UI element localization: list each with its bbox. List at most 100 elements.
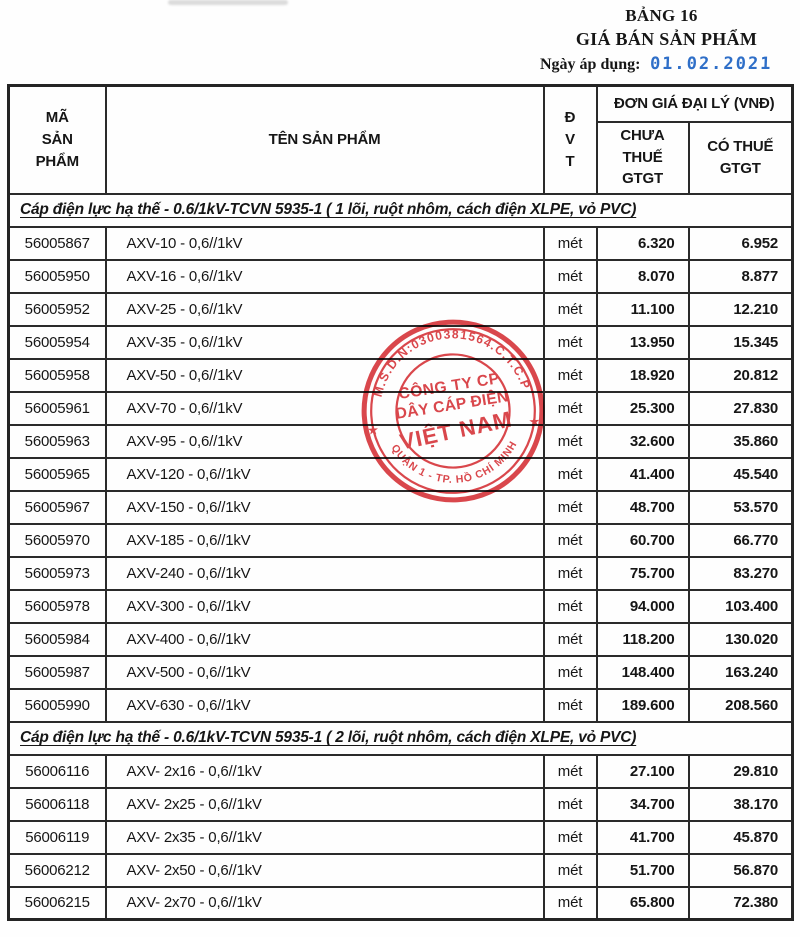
cell-name: AXV-300 - 0,6//1kV [104, 588, 545, 624]
table-row: 56005961 AXV-70 - 0,6//1kV mét 25.300 27.830 [7, 390, 794, 426]
cell-price-ex: 34.700 [595, 786, 690, 822]
cell-name: AXV-120 - 0,6//1kV [104, 456, 545, 492]
table-row: 56005973 AXV-240 - 0,6//1kV mét 75.700 83.27… [7, 555, 794, 591]
cell-code: 56005990 [7, 687, 107, 723]
cell-price-ex: 94.000 [595, 588, 690, 624]
cell-code: 56005973 [7, 555, 107, 591]
cell-price-ex: 48.700 [595, 489, 690, 525]
cell-code: 56005963 [7, 423, 107, 459]
col-header-line: GTGT [719, 159, 761, 177]
table-row: 56005990 AXV-630 - 0,6//1kV mét 189.600 208.… [7, 687, 794, 723]
cell-price-inc: 83.270 [687, 555, 794, 591]
col-header-product-name: TÊN SẢN PHẨM [104, 84, 545, 195]
cell-name: AXV- 2x70 - 0,6//1kV [104, 885, 545, 921]
cell-unit: mét [542, 555, 598, 591]
cell-price-inc: 103.400 [687, 588, 794, 624]
cell-price-inc: 27.830 [687, 390, 794, 426]
cell-unit: mét [542, 324, 598, 360]
table-row: 56005987 AXV-500 - 0,6//1kV mét 148.400 163.… [7, 654, 794, 690]
cell-price-inc: 35.860 [687, 423, 794, 459]
cell-code: 56006116 [7, 753, 107, 789]
col-header-line: Đ [564, 109, 576, 127]
cell-code: 56006119 [7, 819, 107, 855]
cell-name: AXV-630 - 0,6//1kV [104, 687, 545, 723]
cell-price-ex: 27.100 [595, 753, 690, 789]
cell-name: AXV-25 - 0,6//1kV [104, 291, 545, 327]
col-header-product-code: MÃ SẢN PHẨM [7, 84, 107, 195]
cell-price-ex: 65.800 [595, 885, 690, 921]
cell-code: 56005987 [7, 654, 107, 690]
cell-price-ex: 51.700 [595, 852, 690, 888]
cell-price-ex: 41.400 [595, 456, 690, 492]
cell-name: AXV- 2x50 - 0,6//1kV [104, 852, 545, 888]
cell-price-ex: 118.200 [595, 621, 690, 657]
cell-name: AXV-500 - 0,6//1kV [104, 654, 545, 690]
cell-name: AXV-240 - 0,6//1kV [104, 555, 545, 591]
date-stamp: 01.02.2021 [650, 54, 774, 74]
cell-name: AXV-185 - 0,6//1kV [104, 522, 545, 558]
cell-unit: mét [542, 753, 598, 789]
table-row: 56006215 AXV- 2x70 - 0,6//1kV mét 65.800 72.… [7, 885, 794, 921]
cell-price-ex: 32.600 [595, 423, 690, 459]
cell-name: AXV-400 - 0,6//1kV [104, 621, 545, 657]
cell-price-ex: 148.400 [595, 654, 690, 690]
table-row: 56005954 AXV-35 - 0,6//1kV mét 13.950 15.345 [7, 324, 794, 360]
cell-code: 56005950 [7, 258, 107, 294]
section-title: Cáp điện lực hạ thế - 0.6/1kV-TCVN 5935-… [20, 201, 637, 218]
cell-name: AXV-95 - 0,6//1kV [104, 423, 545, 459]
cell-price-ex: 25.300 [595, 390, 690, 426]
date-label: Ngày áp dụng: [540, 56, 641, 73]
cell-name: AXV-16 - 0,6//1kV [104, 258, 545, 294]
document-header: BẢNG 16 GIÁ BÁN SẢN PHẨM Ngày áp dụng: 0… [540, 6, 793, 74]
cell-price-inc: 38.170 [687, 786, 794, 822]
cell-price-inc: 163.240 [687, 654, 794, 690]
table-row: 56005967 AXV-150 - 0,6//1kV mét 48.700 53.57… [7, 489, 794, 525]
cell-unit: mét [542, 357, 598, 393]
price-table: MÃ SẢN PHẨM TÊN SẢN PHẨM Đ V T ĐƠN GIÁ Đ… [7, 84, 794, 921]
cell-code: 56006212 [7, 852, 107, 888]
cell-unit: mét [542, 456, 598, 492]
cell-price-ex: 60.700 [595, 522, 690, 558]
cell-price-inc: 45.870 [687, 819, 794, 855]
col-header-price-group: ĐƠN GIÁ ĐẠI LÝ (VNĐ) [595, 84, 794, 123]
table-row: 56006119 AXV- 2x35 - 0,6//1kV mét 41.700 45.… [7, 819, 794, 855]
table-row: 56005965 AXV-120 - 0,6//1kV mét 41.400 45.54… [7, 456, 794, 492]
cell-unit: mét [542, 522, 598, 558]
cell-unit: mét [542, 291, 598, 327]
col-header-line: T [565, 152, 575, 170]
cell-code: 56006118 [7, 786, 107, 822]
table-row: 56005984 AXV-400 - 0,6//1kV mét 118.200 130.… [7, 621, 794, 657]
cell-price-inc: 15.345 [687, 324, 794, 360]
page-title: GIÁ BÁN SẢN PHẨM [575, 29, 758, 49]
cell-code: 56005958 [7, 357, 107, 393]
cell-price-inc: 6.952 [687, 225, 794, 261]
cell-name: AXV- 2x35 - 0,6//1kV [104, 819, 545, 855]
section-header: Cáp điện lực hạ thế - 0.6/1kV-TCVN 5935-… [7, 192, 794, 228]
cell-unit: mét [542, 885, 598, 921]
col-header-line: GTGT [622, 170, 663, 188]
cell-unit: mét [542, 258, 598, 294]
cell-unit: mét [542, 621, 598, 657]
cell-code: 56005967 [7, 489, 107, 525]
col-header-line: V [565, 130, 575, 148]
cell-price-inc: 12.210 [687, 291, 794, 327]
cell-code: 56005867 [7, 225, 107, 261]
col-header-unit: Đ V T [542, 84, 598, 195]
cell-unit: mét [542, 819, 598, 855]
table-row: 56005978 AXV-300 - 0,6//1kV mét 94.000 103.4… [7, 588, 794, 624]
cell-price-inc: 130.020 [687, 621, 794, 657]
table-row: 56005958 AXV-50 - 0,6//1kV mét 18.920 20.812 [7, 357, 794, 393]
cell-price-ex: 6.320 [595, 225, 690, 261]
cell-name: AXV- 2x16 - 0,6//1kV [104, 753, 545, 789]
section-title: Cáp điện lực hạ thế - 0.6/1kV-TCVN 5935-… [20, 729, 637, 746]
cell-price-inc: 208.560 [687, 687, 794, 723]
cell-price-ex: 41.700 [595, 819, 690, 855]
table-row: 56005950 AXV-16 - 0,6//1kV mét 8.070 8.877 [7, 258, 794, 294]
cell-price-inc: 53.570 [687, 489, 794, 525]
section-header-row: Cáp điện lực hạ thế - 0.6/1kV-TCVN 5935-… [7, 720, 794, 756]
cell-price-ex: 13.950 [595, 324, 690, 360]
cell-price-ex: 18.920 [595, 357, 690, 393]
cell-price-inc: 45.540 [687, 456, 794, 492]
cell-unit: mét [542, 786, 598, 822]
